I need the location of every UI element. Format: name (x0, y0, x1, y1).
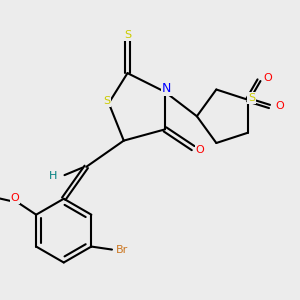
Text: S: S (248, 93, 255, 103)
Text: S: S (103, 96, 110, 106)
Text: S: S (124, 30, 131, 40)
Text: O: O (196, 145, 204, 155)
Text: N: N (162, 82, 172, 95)
Text: Br: Br (116, 244, 129, 255)
Text: O: O (263, 73, 272, 83)
Text: O: O (276, 101, 284, 112)
Text: H: H (49, 171, 57, 181)
Text: O: O (11, 193, 20, 203)
